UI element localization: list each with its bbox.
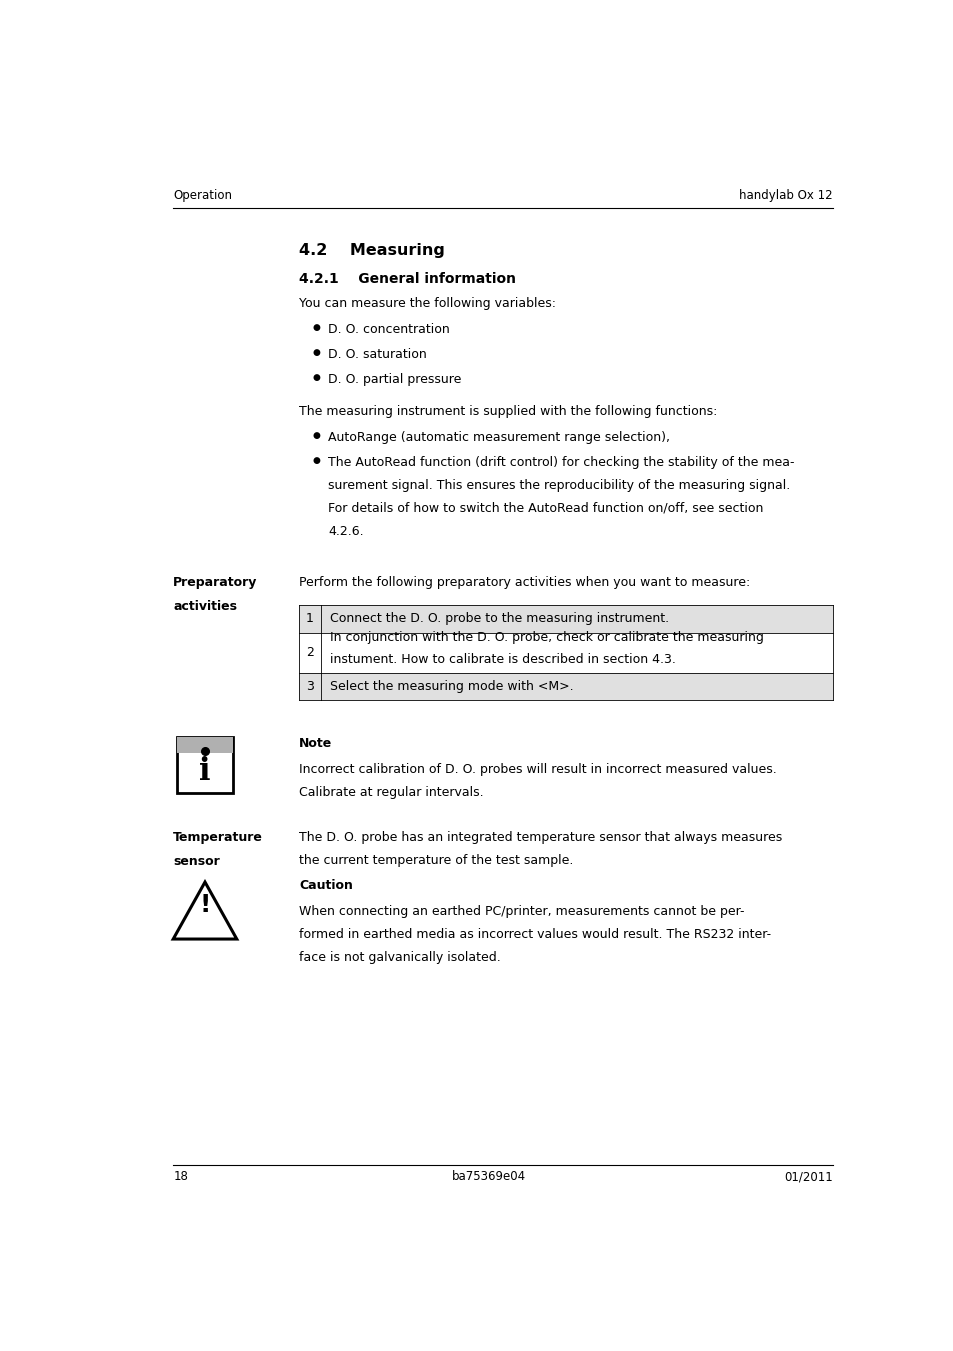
Bar xyxy=(298,673,832,700)
Text: In conjunction with the D. O. probe, check or calibrate the measuring: In conjunction with the D. O. probe, che… xyxy=(330,631,763,644)
Text: handylab Ox 12: handylab Ox 12 xyxy=(739,189,832,203)
Text: The measuring instrument is supplied with the following functions:: The measuring instrument is supplied wit… xyxy=(298,405,717,419)
Text: The D. O. probe has an integrated temperature sensor that always measures: The D. O. probe has an integrated temper… xyxy=(298,831,781,844)
Text: 4.2.6.: 4.2.6. xyxy=(328,524,364,538)
Text: When connecting an earthed PC/printer, measurements cannot be per-: When connecting an earthed PC/printer, m… xyxy=(298,905,743,917)
Text: Temperature: Temperature xyxy=(173,831,263,844)
Bar xyxy=(298,605,832,632)
Text: D. O. partial pressure: D. O. partial pressure xyxy=(328,373,461,385)
Text: D. O. concentration: D. O. concentration xyxy=(328,323,450,335)
Text: sensor: sensor xyxy=(173,855,220,869)
Text: surement signal. This ensures the reproducibility of the measuring signal.: surement signal. This ensures the reprod… xyxy=(328,478,790,492)
Text: ●: ● xyxy=(313,323,320,331)
Text: ●: ● xyxy=(313,347,320,357)
Text: face is not galvanically isolated.: face is not galvanically isolated. xyxy=(298,951,500,963)
Text: ba75369e04: ba75369e04 xyxy=(452,1170,525,1183)
Text: formed in earthed media as incorrect values would result. The RS232 inter-: formed in earthed media as incorrect val… xyxy=(298,928,770,940)
Text: !: ! xyxy=(199,893,211,917)
Text: You can measure the following variables:: You can measure the following variables: xyxy=(298,297,556,309)
Text: ●: ● xyxy=(313,373,320,381)
Text: Caution: Caution xyxy=(298,880,353,892)
Bar xyxy=(177,738,233,793)
Text: For details of how to switch the AutoRead function on/off, see section: For details of how to switch the AutoRea… xyxy=(328,501,763,515)
Text: instument. How to calibrate is described in section 4.3.: instument. How to calibrate is described… xyxy=(330,653,675,666)
Bar xyxy=(177,738,233,753)
Text: 4.2    Measuring: 4.2 Measuring xyxy=(298,243,444,258)
Text: ●: ● xyxy=(313,431,320,440)
Text: Operation: Operation xyxy=(173,189,232,203)
Text: Select the measuring mode with <M>.: Select the measuring mode with <M>. xyxy=(330,680,573,693)
Text: The AutoRead function (drift control) for checking the stability of the mea-: The AutoRead function (drift control) fo… xyxy=(328,455,794,469)
Text: Calibrate at regular intervals.: Calibrate at regular intervals. xyxy=(298,786,483,798)
Text: D. O. saturation: D. O. saturation xyxy=(328,347,427,361)
Text: AutoRange (automatic measurement range selection),: AutoRange (automatic measurement range s… xyxy=(328,431,670,444)
Text: activities: activities xyxy=(173,600,237,613)
Text: Incorrect calibration of D. O. probes will result in incorrect measured values.: Incorrect calibration of D. O. probes wi… xyxy=(298,763,776,775)
Text: Perform the following preparatory activities when you want to measure:: Perform the following preparatory activi… xyxy=(298,576,749,589)
Text: 01/2011: 01/2011 xyxy=(783,1170,832,1183)
Text: i: i xyxy=(199,757,211,788)
Text: Preparatory: Preparatory xyxy=(173,576,257,589)
Text: ●: ● xyxy=(313,455,320,465)
Text: the current temperature of the test sample.: the current temperature of the test samp… xyxy=(298,854,573,867)
Text: 3: 3 xyxy=(306,680,314,693)
Text: 18: 18 xyxy=(173,1170,188,1183)
Text: Connect the D. O. probe to the measuring instrument.: Connect the D. O. probe to the measuring… xyxy=(330,612,668,626)
Text: Note: Note xyxy=(298,738,332,750)
Text: 2: 2 xyxy=(306,646,314,659)
Text: 1: 1 xyxy=(306,612,314,626)
Text: 4.2.1    General information: 4.2.1 General information xyxy=(298,273,516,286)
